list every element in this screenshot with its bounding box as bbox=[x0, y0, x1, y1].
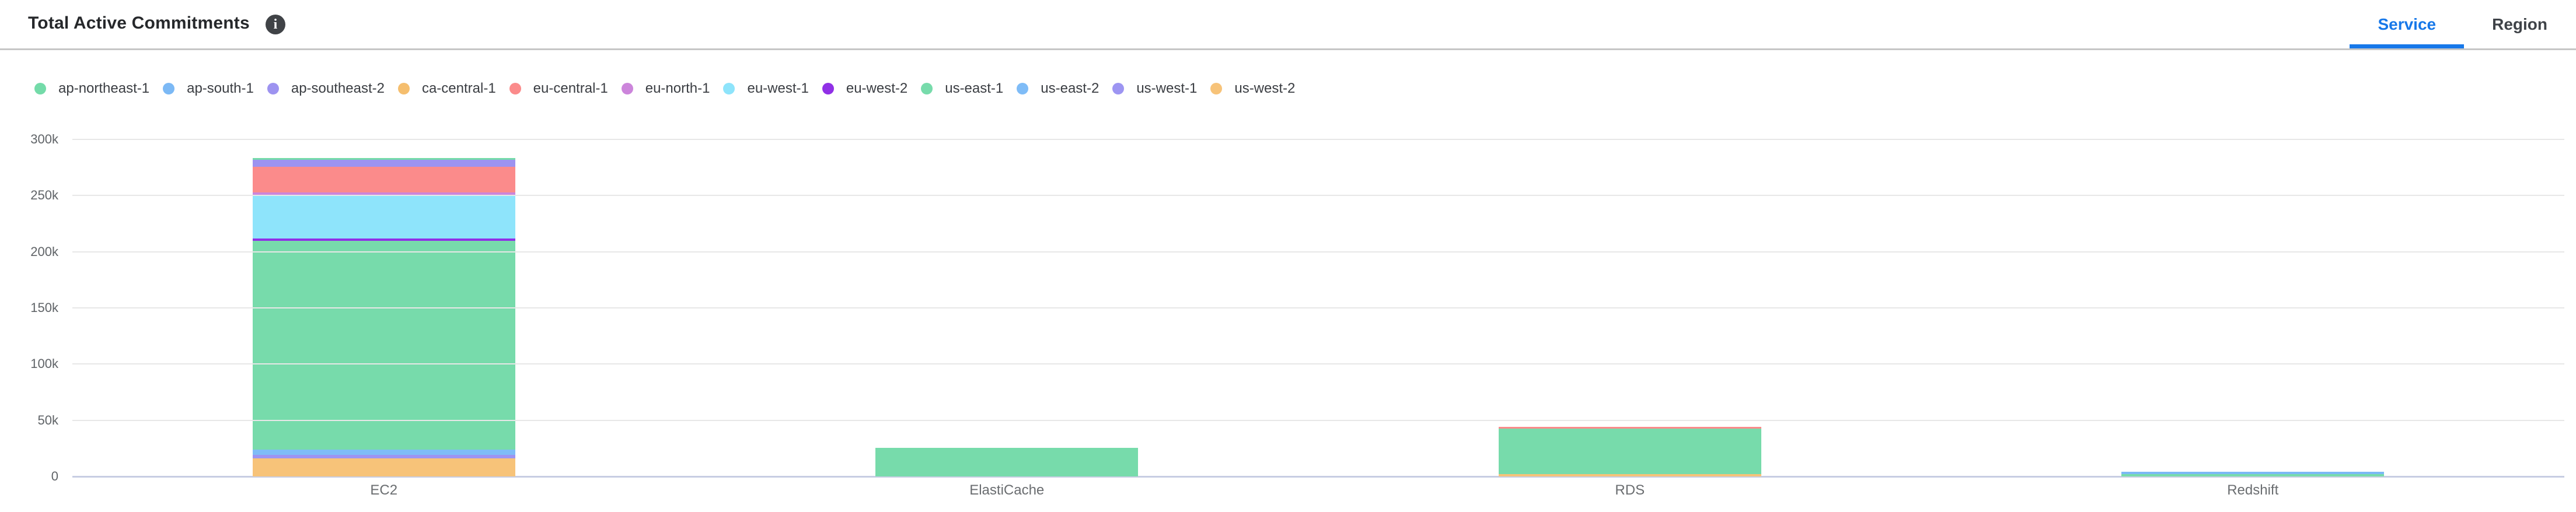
header: Total Active Commitments i Service Region bbox=[0, 0, 2576, 50]
bar-column-redshift bbox=[1942, 139, 2565, 476]
bar-segment-us-west-1[interactable] bbox=[252, 455, 515, 458]
legend-dot-icon bbox=[509, 83, 521, 94]
y-axis-tick-label: 250k bbox=[30, 188, 58, 203]
bar-segment-eu-central-1[interactable] bbox=[252, 167, 515, 192]
legend-label: us-east-2 bbox=[1041, 80, 1099, 96]
bar-segment-us-west-2[interactable] bbox=[252, 458, 515, 476]
bar-segment-us-east-1[interactable] bbox=[2121, 474, 2385, 476]
bar-segment-eu-north-1[interactable] bbox=[252, 192, 515, 195]
bar-segment-ap-southeast-2[interactable] bbox=[252, 159, 515, 167]
legend-dot-icon bbox=[1017, 83, 1029, 94]
bar-segment-eu-west-1[interactable] bbox=[252, 195, 515, 239]
legend-dot-icon bbox=[397, 83, 410, 94]
info-icon[interactable]: i bbox=[266, 15, 285, 34]
legend-label: ap-northeast-1 bbox=[58, 80, 150, 96]
legend-dot-icon bbox=[34, 83, 46, 94]
bar-segment-us-east-1[interactable] bbox=[875, 448, 1139, 476]
tab-bar: Service Region bbox=[2350, 0, 2575, 48]
x-axis-line bbox=[72, 476, 2564, 478]
stacked-bar-rds bbox=[1498, 426, 1761, 476]
bar-segment-eu-west-2[interactable] bbox=[252, 238, 515, 241]
legend-item-ap-northeast-1[interactable]: ap-northeast-1 bbox=[34, 80, 149, 97]
stacked-bar-redshift bbox=[2121, 471, 2385, 476]
y-axis-tick-label: 150k bbox=[30, 300, 58, 315]
bar-column-elasticache bbox=[696, 139, 1319, 476]
legend-item-eu-north-1[interactable]: eu-north-1 bbox=[621, 80, 710, 97]
gridline bbox=[72, 139, 2564, 140]
legend-label: eu-west-2 bbox=[846, 80, 908, 96]
gridline bbox=[72, 419, 2564, 421]
y-axis-tick-label: 50k bbox=[37, 412, 58, 427]
legend-dot-icon bbox=[267, 83, 279, 94]
x-axis-label-redshift: Redshift bbox=[2227, 482, 2279, 498]
legend-label: us-west-1 bbox=[1136, 80, 1198, 96]
y-axis-tick-label: 100k bbox=[30, 356, 58, 371]
y-axis-tick-label: 0 bbox=[51, 469, 58, 483]
y-axis-tick-label: 200k bbox=[30, 244, 58, 259]
legend-item-us-east-2[interactable]: us-east-2 bbox=[1017, 80, 1099, 97]
legend-item-ap-south-1[interactable]: ap-south-1 bbox=[163, 80, 254, 97]
legend-dot-icon bbox=[822, 83, 834, 94]
legend-item-us-east-1[interactable]: us-east-1 bbox=[921, 80, 1003, 97]
legend-label: eu-west-1 bbox=[747, 80, 809, 96]
y-axis-labels: 0 50k 100k 150k 200k 250k 300k bbox=[0, 0, 58, 512]
legend-label: ap-south-1 bbox=[187, 80, 254, 96]
legend-label: us-east-1 bbox=[945, 80, 1004, 96]
legend-item-ca-central-1[interactable]: ca-central-1 bbox=[397, 80, 496, 97]
page-title: Total Active Commitments bbox=[28, 13, 250, 33]
tab-region[interactable]: Region bbox=[2492, 15, 2547, 33]
y-axis-tick-label: 300k bbox=[30, 132, 58, 146]
legend-dot-icon bbox=[1112, 83, 1125, 94]
bar-columns bbox=[72, 139, 2564, 476]
legend-item-eu-central-1[interactable]: eu-central-1 bbox=[509, 80, 608, 97]
plot-area bbox=[72, 139, 2564, 478]
tab-service[interactable]: Service bbox=[2350, 0, 2464, 48]
bar-segment-eu-central-1[interactable] bbox=[1498, 426, 1761, 429]
gridline bbox=[72, 251, 2564, 253]
x-axis-labels: EC2 ElastiCache RDS Redshift bbox=[72, 482, 2564, 499]
bar-column-ec2 bbox=[72, 139, 696, 476]
legend-item-eu-west-1[interactable]: eu-west-1 bbox=[723, 80, 809, 97]
legend-item-ap-southeast-2[interactable]: ap-southeast-2 bbox=[267, 80, 385, 97]
gridline bbox=[72, 195, 2564, 197]
bar-segment-us-west-2[interactable] bbox=[1498, 474, 1761, 476]
legend-item-eu-west-2[interactable]: eu-west-2 bbox=[822, 80, 907, 97]
legend-label: eu-north-1 bbox=[645, 80, 710, 96]
legend-label: eu-central-1 bbox=[533, 80, 608, 96]
stacked-bar-elasticache bbox=[875, 448, 1139, 476]
gridline bbox=[72, 363, 2564, 365]
bar-segment-ap-northeast-1[interactable] bbox=[252, 158, 515, 160]
legend-label: us-west-2 bbox=[1234, 80, 1296, 96]
bar-segment-us-east-1[interactable] bbox=[1498, 428, 1761, 474]
legend-item-us-west-1[interactable]: us-west-1 bbox=[1112, 80, 1197, 97]
legend-dot-icon bbox=[163, 83, 175, 94]
legend-dot-icon bbox=[1210, 83, 1223, 94]
x-axis-label-rds: RDS bbox=[1615, 482, 1645, 498]
bar-column-rds bbox=[1318, 139, 1942, 476]
legend-dot-icon bbox=[921, 83, 933, 94]
legend-label: ca-central-1 bbox=[421, 80, 496, 96]
legend-label: ap-southeast-2 bbox=[291, 80, 385, 96]
bar-segment-us-east-2[interactable] bbox=[252, 449, 515, 455]
x-axis-label-ec2: EC2 bbox=[370, 482, 398, 498]
bar-segment-us-east-1[interactable] bbox=[252, 241, 515, 450]
legend-dot-icon bbox=[621, 83, 633, 94]
stacked-bar-ec2 bbox=[252, 158, 515, 476]
legend-dot-icon bbox=[723, 83, 735, 94]
chart-legend: ap-northeast-1 ap-south-1 ap-southeast-2 ca… bbox=[34, 77, 1295, 100]
x-axis-label-elasticache: ElastiCache bbox=[969, 482, 1045, 498]
bar-segment-ap-south-1[interactable] bbox=[2121, 471, 2385, 475]
gridline bbox=[72, 307, 2564, 308]
legend-item-us-west-2[interactable]: us-west-2 bbox=[1210, 80, 1295, 97]
